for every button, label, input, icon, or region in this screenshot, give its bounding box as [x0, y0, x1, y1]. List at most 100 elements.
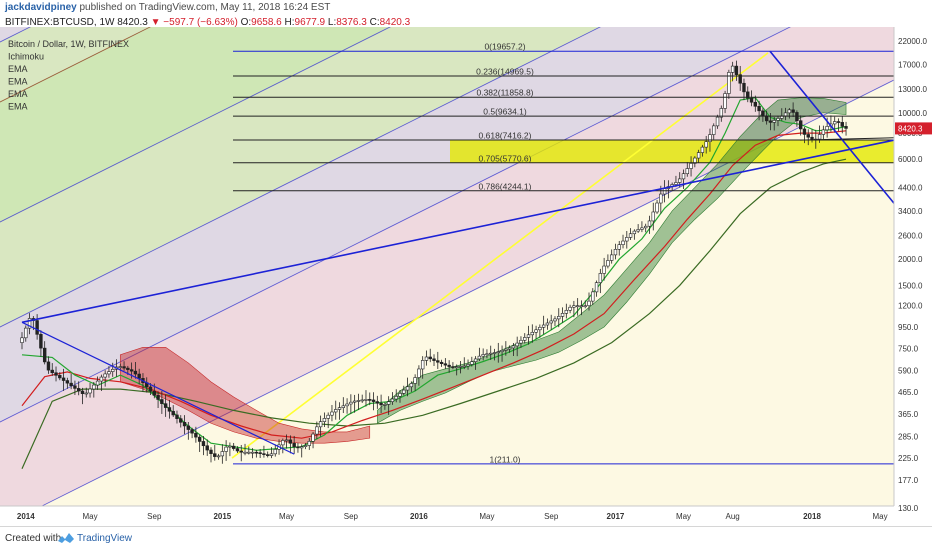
candle-body [715, 116, 720, 127]
fib-label: 0.382(11858.8) [476, 88, 533, 98]
candle-body [470, 361, 474, 365]
candle-body [643, 225, 648, 229]
candle-body [307, 440, 311, 446]
candle-body [345, 403, 349, 407]
candle-body [201, 441, 206, 447]
candle-body [420, 360, 425, 370]
candle-body [783, 112, 788, 117]
legend-item: EMA [8, 89, 28, 99]
candle-body [239, 450, 243, 453]
x-tick-label: 2016 [410, 512, 428, 521]
candle-body [541, 324, 546, 328]
y-tick-label: 4400.0 [898, 183, 923, 192]
candle-body [186, 425, 191, 430]
candle-body [519, 339, 523, 344]
candle-body [303, 445, 308, 448]
candle-body [337, 407, 342, 410]
candle-body [700, 146, 705, 153]
candle-body [417, 368, 421, 378]
candle-body [209, 449, 213, 454]
candle-body [58, 375, 62, 379]
candle-body [194, 432, 198, 438]
candle-body [269, 453, 274, 456]
candle-body [825, 126, 829, 131]
candle-body [594, 282, 599, 293]
candle-body [118, 366, 122, 368]
cloud-bear [119, 346, 371, 444]
fib-label: 0(19657.2) [484, 42, 525, 52]
candle-body [655, 202, 659, 213]
candle-body [545, 322, 550, 326]
candle-body [738, 74, 742, 84]
candle-body [254, 451, 259, 454]
candle-body [73, 385, 77, 389]
created-with-text: Created with [5, 533, 62, 544]
candle-body [761, 110, 765, 117]
candle-body [330, 411, 334, 416]
tradingview-brand[interactable]: TradingView [77, 533, 133, 544]
candle-body [247, 451, 251, 454]
price-chart[interactable]: 0(19657.2) 0.236(14969.5) 0.382(11858.8) 0.… [0, 27, 932, 526]
candle-body [360, 399, 364, 402]
candle-body [844, 126, 848, 129]
cloud-bull [377, 97, 847, 424]
y-tick-label: 950.0 [898, 323, 919, 332]
candle-body [489, 352, 493, 355]
candle-body [398, 393, 402, 397]
current-price-label: 8420.3 [898, 124, 923, 133]
candle-body [504, 348, 508, 351]
candle-body [424, 356, 429, 361]
candle-body [685, 168, 689, 175]
author-link[interactable]: jackdavidpiney [5, 2, 77, 13]
candle-body [628, 233, 633, 238]
symbol-label: BITFINEX:BTCUSD, 1W [5, 17, 115, 28]
candle-body [428, 356, 432, 360]
candle-body [500, 350, 504, 352]
candle-body [27, 318, 32, 329]
candle-body [727, 72, 731, 94]
candle-body [466, 364, 470, 367]
price-axis-labels: 22000.017000.013000.010000.08000.06000.0… [895, 37, 932, 513]
legend-item: Ichimoku [8, 52, 44, 62]
x-tick-label: May [676, 512, 691, 521]
candle-body [126, 367, 130, 370]
candle-body [560, 313, 565, 317]
candle-body [575, 305, 580, 308]
candle-body [534, 329, 538, 333]
candle-body [42, 347, 47, 363]
candle-body [163, 403, 168, 408]
candle-body [129, 369, 134, 372]
candle-body [197, 436, 202, 442]
candle-body [77, 388, 81, 392]
candle-body [787, 109, 792, 114]
candle-body [647, 220, 652, 227]
y-tick-label: 285.0 [898, 433, 919, 442]
candle-body [262, 453, 266, 455]
channel-line [0, 27, 391, 223]
x-tick-label: 2017 [607, 512, 625, 521]
price-axis[interactable] [894, 27, 932, 526]
candle-body [386, 401, 391, 405]
candle-body [292, 443, 296, 448]
triangle-base [799, 137, 894, 141]
candle-body [122, 366, 126, 369]
candle-body [681, 173, 686, 180]
candle-body [674, 182, 678, 185]
candle-body [390, 398, 395, 402]
candle-body [768, 120, 773, 123]
candle-body [696, 152, 701, 159]
candle-body [659, 193, 663, 204]
x-tick-label: 2018 [803, 512, 821, 521]
candle-body [625, 237, 629, 242]
candle-body [587, 300, 591, 307]
y-tick-label: 2000.0 [898, 255, 923, 264]
x-tick-label: Sep [544, 512, 559, 521]
candle-body [568, 306, 572, 311]
y-tick-label: 750.0 [898, 345, 919, 354]
candle-body [46, 361, 51, 371]
time-axis[interactable] [0, 506, 894, 526]
y-tick-label: 1200.0 [898, 302, 923, 311]
candle-body [749, 97, 754, 103]
candle-body [394, 396, 398, 400]
candle-body [492, 352, 497, 354]
